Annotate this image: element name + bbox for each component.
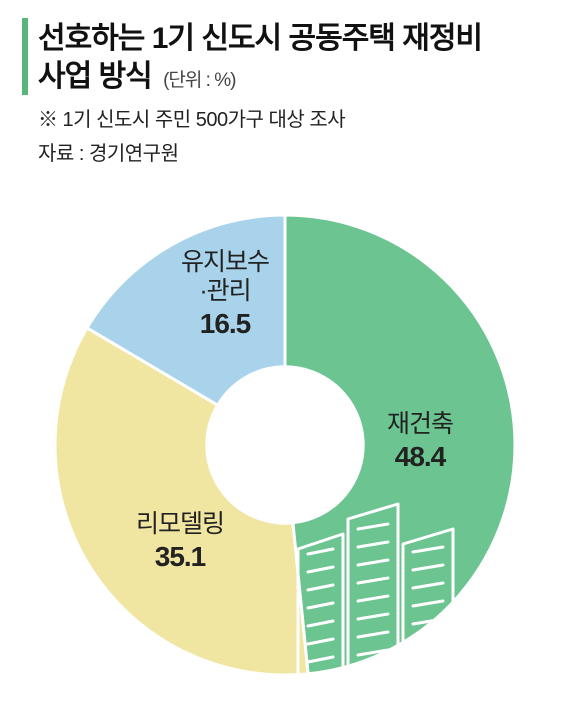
source: 자료 : 경기연구원	[38, 137, 548, 166]
title-block: 선호하는 1기 신도시 공동주택 재정비 사업 방식 (단위 : %) ※ 1기…	[22, 20, 548, 166]
slice-value: 35.1	[105, 541, 255, 573]
slice-label-maintenance: 유지보수·관리 16.5	[155, 248, 295, 340]
donut-chart: 재건축 48.4 리모델링 35.1 유지보수·관리 16.5	[50, 210, 520, 680]
title-line-1: 선호하는 1기 신도시 공동주택 재정비	[38, 22, 482, 55]
chart-title: 선호하는 1기 신도시 공동주택 재정비 사업 방식 (단위 : %)	[38, 20, 548, 95]
slice-label-remodeling: 리모델링 35.1	[105, 510, 255, 573]
slice-name: 재건축	[350, 410, 490, 439]
slice-label-reconstruction: 재건축 48.4	[350, 410, 490, 473]
slice-value: 48.4	[350, 441, 490, 473]
title-accent-bar	[22, 18, 28, 95]
footnote: ※ 1기 신도시 주민 500가구 대상 조사	[38, 105, 548, 135]
slice-name: 유지보수·관리	[155, 248, 295, 306]
title-unit: (단위 : %)	[163, 70, 235, 91]
slice-value: 16.5	[155, 308, 295, 340]
title-line-2: 사업 방식	[38, 60, 152, 93]
slice-name: 리모델링	[105, 510, 255, 539]
